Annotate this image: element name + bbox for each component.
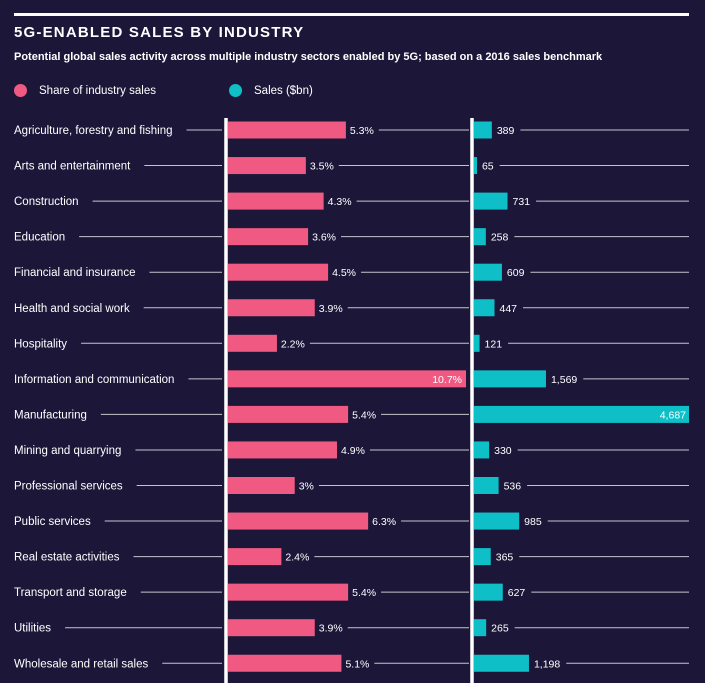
category-label: Information and communication bbox=[14, 374, 174, 386]
sales-value-label: 731 bbox=[513, 196, 531, 208]
chart-subtitle: Potential global sales activity across m… bbox=[14, 51, 603, 63]
sales-value-label: 447 bbox=[500, 303, 518, 315]
sales-bar bbox=[474, 583, 503, 601]
category-label: Professional services bbox=[14, 481, 123, 493]
share-value-label: 5.4% bbox=[352, 409, 376, 421]
share-value-label: 6.3% bbox=[372, 516, 396, 528]
sales-bar bbox=[474, 263, 502, 281]
share-value-label: 3.9% bbox=[319, 303, 343, 315]
category-label: Education bbox=[14, 232, 65, 244]
share-bar bbox=[228, 619, 315, 637]
category-label: Arts and entertainment bbox=[14, 161, 131, 173]
sales-value-label: 1,569 bbox=[551, 374, 577, 386]
legend-sales-dot bbox=[229, 84, 242, 97]
sales-bar bbox=[474, 228, 486, 246]
share-bar bbox=[228, 228, 309, 246]
sales-value-label: 258 bbox=[491, 232, 509, 244]
sales-value-label: 4,687 bbox=[660, 409, 686, 421]
sales-bar bbox=[474, 548, 491, 566]
sales-value-label: 627 bbox=[508, 587, 526, 599]
sales-bar bbox=[474, 299, 495, 317]
share-bar bbox=[228, 405, 349, 423]
category-label: Utilities bbox=[14, 623, 51, 635]
sales-bar bbox=[474, 654, 529, 672]
sales-bar bbox=[474, 405, 689, 423]
sales-value-label: 536 bbox=[504, 481, 522, 493]
share-value-label: 4.5% bbox=[332, 267, 356, 279]
share-value-label: 3.5% bbox=[310, 161, 334, 173]
sales-bar bbox=[474, 121, 492, 139]
sales-value-label: 65 bbox=[482, 161, 494, 173]
category-label: Wholesale and retail sales bbox=[14, 658, 148, 670]
share-value-label: 5.1% bbox=[345, 658, 369, 670]
sales-bar bbox=[474, 441, 490, 459]
category-label: Transport and storage bbox=[14, 587, 127, 599]
category-label: Real estate activities bbox=[14, 552, 120, 564]
sales-bar bbox=[474, 192, 508, 210]
sales-value-label: 121 bbox=[485, 338, 503, 350]
sales-bar bbox=[474, 334, 480, 352]
category-label: Mining and quarrying bbox=[14, 445, 121, 457]
share-value-label: 4.3% bbox=[328, 196, 352, 208]
sales-bar bbox=[474, 619, 487, 637]
share-bar bbox=[228, 121, 346, 139]
legend-share: Share of industry sales bbox=[14, 84, 156, 97]
legend-share-dot bbox=[14, 84, 27, 97]
share-bar bbox=[228, 192, 324, 210]
share-value-label: 3.9% bbox=[319, 623, 343, 635]
share-bar bbox=[228, 441, 337, 459]
share-value-label: 10.7% bbox=[432, 374, 462, 386]
category-label: Construction bbox=[14, 196, 79, 208]
share-bar bbox=[228, 157, 306, 175]
sales-bar bbox=[474, 477, 499, 494]
sales-value-label: 389 bbox=[497, 125, 515, 137]
category-label: Financial and insurance bbox=[14, 267, 135, 279]
share-bar bbox=[228, 370, 466, 388]
share-value-label: 5.4% bbox=[352, 587, 376, 599]
sales-bar bbox=[474, 512, 520, 530]
share-bar bbox=[228, 548, 282, 566]
category-label: Manufacturing bbox=[14, 409, 87, 421]
sales-value-label: 609 bbox=[507, 267, 525, 279]
share-bar bbox=[228, 477, 295, 494]
sales-value-label: 1,198 bbox=[534, 658, 560, 670]
share-value-label: 4.9% bbox=[341, 445, 365, 457]
share-value-label: 3.6% bbox=[312, 232, 336, 244]
share-bar bbox=[228, 299, 315, 317]
top-rule bbox=[14, 13, 689, 16]
chart-title: 5G-ENABLED SALES BY INDUSTRY bbox=[14, 24, 305, 41]
share-bar bbox=[228, 263, 329, 281]
share-bar bbox=[228, 654, 342, 672]
category-label: Public services bbox=[14, 516, 91, 528]
sales-value-label: 330 bbox=[494, 445, 512, 457]
share-value-label: 2.2% bbox=[281, 338, 305, 350]
share-bar bbox=[228, 583, 349, 601]
legend-sales-label: Sales ($bn) bbox=[254, 84, 313, 97]
category-label: Agriculture, forestry and fishing bbox=[14, 125, 173, 137]
category-label: Hospitality bbox=[14, 338, 67, 350]
legend-sales: Sales ($bn) bbox=[229, 84, 313, 97]
sales-value-label: 265 bbox=[491, 623, 509, 635]
sales-bar bbox=[474, 370, 546, 388]
share-bar bbox=[228, 334, 277, 352]
share-bar bbox=[228, 512, 369, 530]
sales-value-label: 365 bbox=[496, 552, 514, 564]
category-label: Health and social work bbox=[14, 303, 130, 315]
share-value-label: 2.4% bbox=[285, 552, 309, 564]
share-value-label: 3% bbox=[299, 481, 314, 493]
share-value-label: 5.3% bbox=[350, 125, 374, 137]
sales-value-label: 985 bbox=[524, 516, 542, 528]
legend-share-label: Share of industry sales bbox=[39, 84, 156, 97]
sales-bar bbox=[474, 157, 477, 175]
